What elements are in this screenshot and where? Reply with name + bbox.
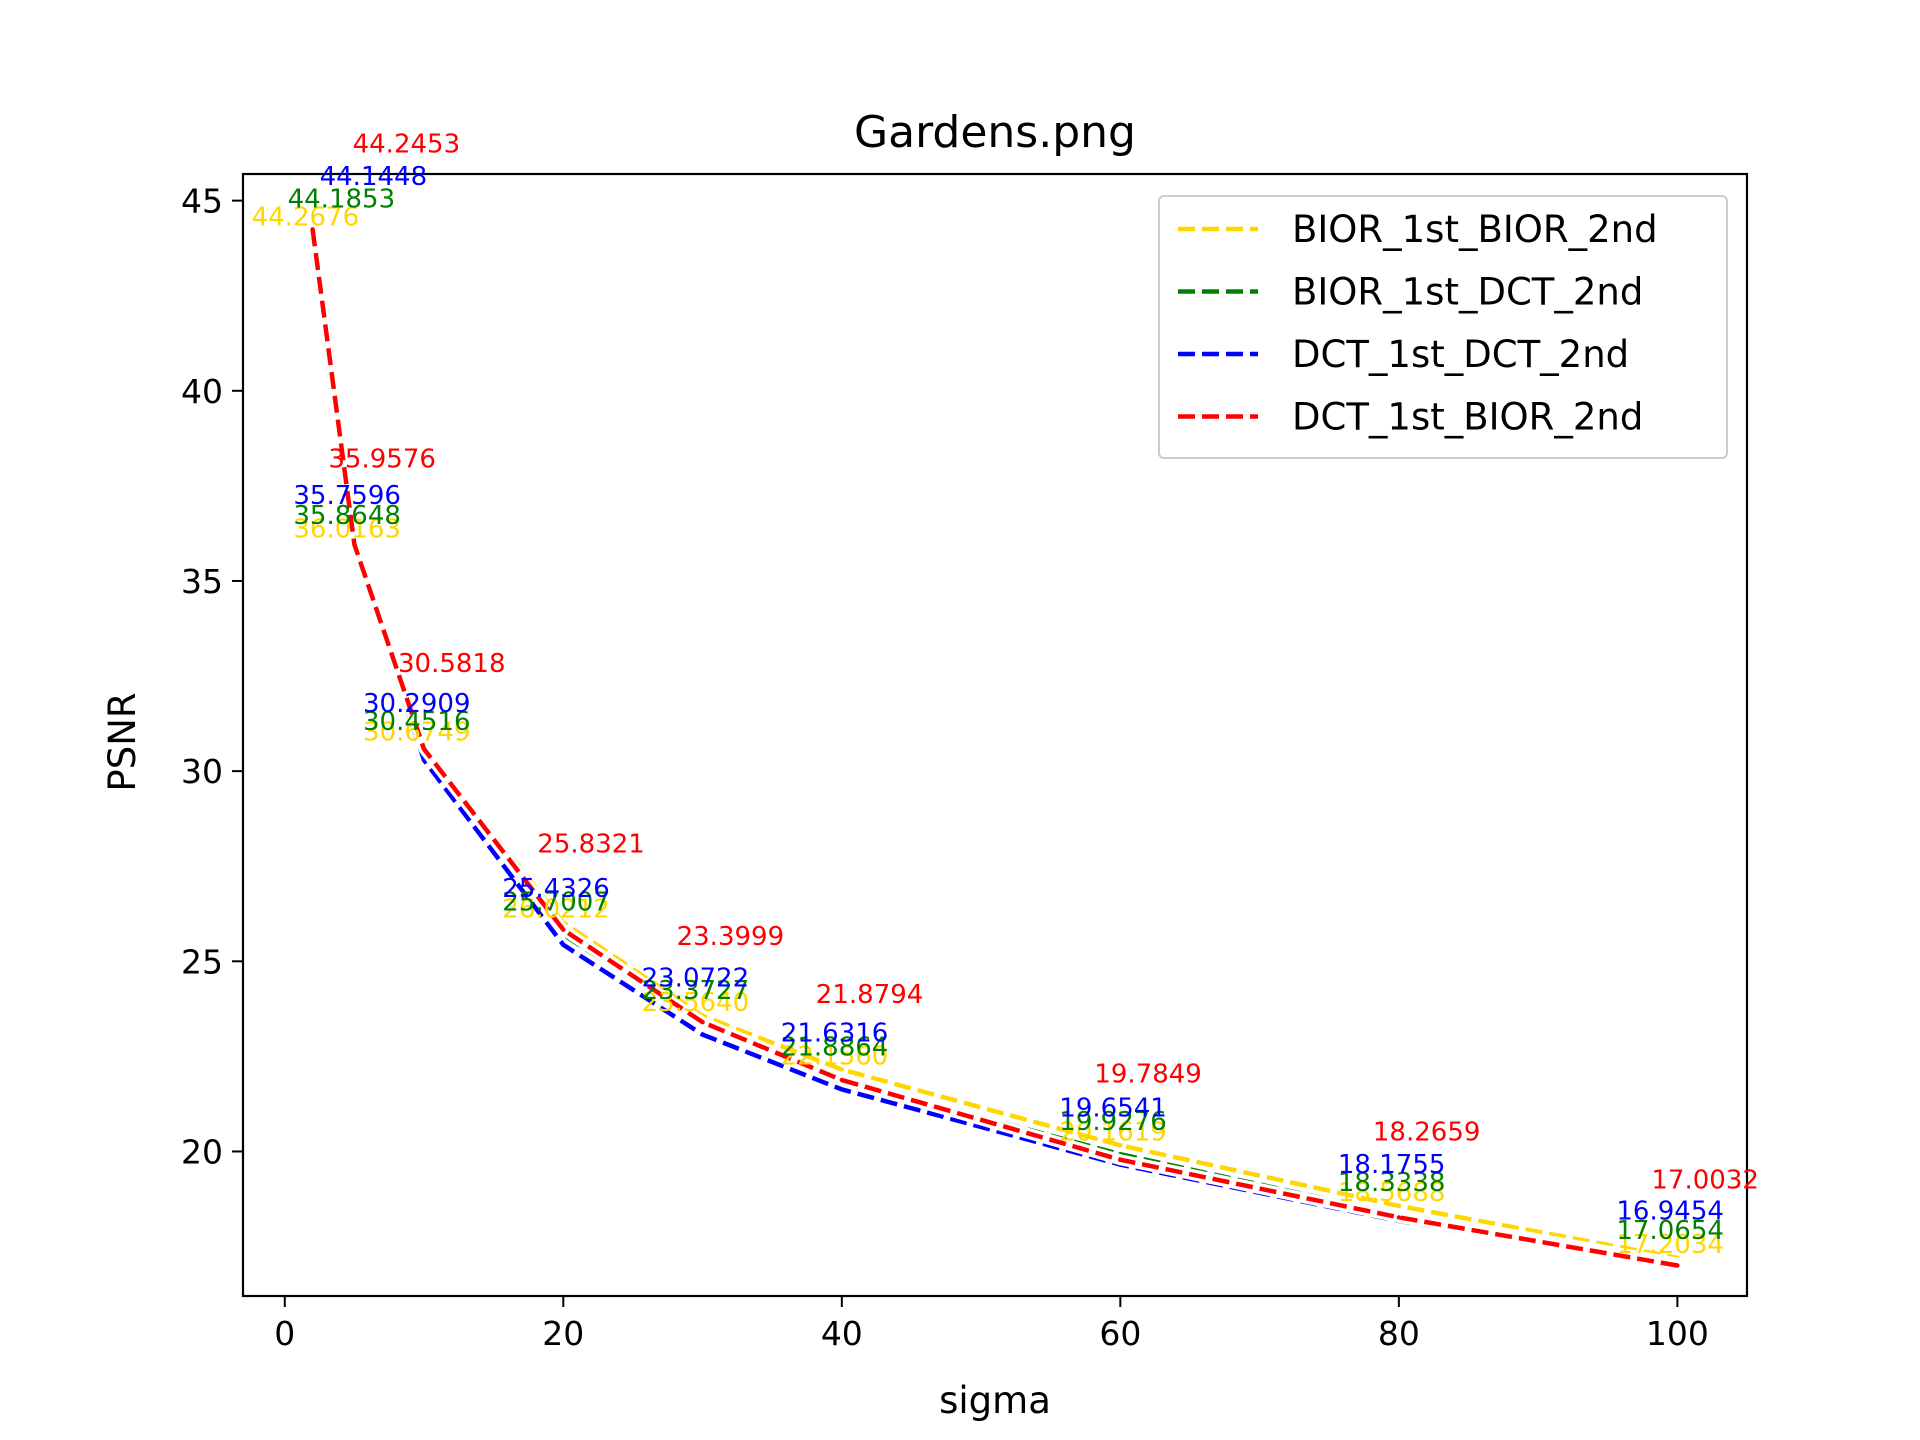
x-tick-label: 20: [542, 1314, 584, 1353]
data-label: 44.1853: [288, 185, 396, 215]
axes: 0 20 40 60 80 100 20 25 30 35 40 45: [181, 172, 1749, 1353]
data-labels: 44.2676 36.0163 30.6749 26.0212 23.5640 22.15…: [252, 129, 1759, 1260]
y-tick-label: 35: [181, 562, 223, 601]
data-point: [1396, 1203, 1402, 1209]
data-label: 22.1560: [781, 1042, 889, 1072]
series-line-4: [310, 229, 1678, 1268]
x-tick-label: 0: [274, 1314, 295, 1353]
data-label: 21.6316: [781, 1018, 889, 1048]
plot-frame: [241, 172, 1749, 1298]
x-tick-label: 100: [1646, 1314, 1709, 1353]
data-point: [561, 942, 566, 947]
data-point: [352, 542, 357, 547]
data-point: [310, 227, 315, 232]
data-label: 20.1619: [1059, 1117, 1167, 1147]
data-label: 23.5640: [642, 988, 750, 1018]
legend-box: [1158, 195, 1728, 459]
data-label: 35.7596: [293, 481, 401, 511]
data-label: 23.0722: [642, 964, 750, 994]
data-point: [700, 1032, 705, 1037]
data-point: [839, 1087, 844, 1092]
data-label: 25.7007: [502, 888, 610, 918]
x-tick-label: 40: [821, 1314, 863, 1353]
y-tick-label: 25: [181, 942, 223, 981]
data-point: [700, 1020, 705, 1025]
legend-entry: DCT_1st_BIOR_2nd: [1292, 396, 1643, 439]
data-label: 30.6749: [363, 718, 471, 748]
legend-entry: BIOR_1st_DCT_2nd: [1292, 271, 1643, 314]
data-label: 18.2659: [1373, 1117, 1481, 1147]
x-tick-label: 60: [1099, 1314, 1141, 1353]
data-label: 36.0163: [293, 514, 401, 544]
data-point: [1675, 1263, 1680, 1268]
data-label: 16.9454: [1616, 1197, 1724, 1227]
data-label: 18.5688: [1338, 1178, 1446, 1208]
data-label: 19.6541: [1059, 1094, 1167, 1124]
data-label: 17.0032: [1651, 1166, 1759, 1196]
data-label: 23.3727: [642, 976, 750, 1006]
x-tick-label: 80: [1378, 1314, 1420, 1353]
y-tick-label: 30: [181, 752, 223, 791]
data-label: 19.7849: [1094, 1060, 1202, 1090]
data-label: 17.0654: [1616, 1216, 1724, 1246]
data-point: [1396, 1215, 1402, 1220]
plot-area: [307, 223, 1683, 1274]
data-label: 44.1448: [320, 162, 428, 192]
data-point: [1118, 1157, 1123, 1162]
data-label: 44.2676: [252, 203, 360, 233]
data-label: 30.2909: [363, 689, 471, 719]
legend: BIOR_1st_BIOR_2nd BIOR_1st_DCT_2nd DCT_1st…: [1158, 195, 1728, 459]
data-point: [839, 1077, 844, 1083]
data-label: 30.4516: [363, 707, 471, 737]
data-label: 18.3338: [1338, 1168, 1446, 1198]
data-label: 35.8648: [293, 501, 401, 531]
legend-entry: DCT_1st_DCT_2nd: [1292, 333, 1629, 376]
x-axis-label: sigma: [939, 1379, 1051, 1422]
data-label: 17.2034: [1616, 1230, 1724, 1260]
y-tick-label: 45: [181, 182, 223, 221]
y-tick-label: 40: [181, 372, 223, 411]
data-point: [561, 927, 566, 932]
data-label: 26.0212: [502, 895, 610, 925]
data-label: 35.9576: [328, 445, 436, 475]
data-point: [1118, 1143, 1123, 1148]
y-tick-label: 20: [181, 1132, 223, 1171]
data-label: 30.5818: [398, 649, 506, 679]
data-label: 18.1755: [1338, 1150, 1446, 1180]
data-label: 23.3999: [677, 922, 785, 952]
data-point: [839, 1067, 844, 1072]
data-label: 19.9276: [1059, 1107, 1167, 1137]
data-point: [421, 746, 427, 752]
data-label: 25.4326: [502, 874, 610, 904]
data-label: 44.2453: [353, 129, 461, 159]
data-label: 21.8794: [816, 980, 924, 1010]
y-axis-label: PSNR: [101, 692, 144, 791]
data-label: 21.8864: [781, 1033, 889, 1063]
legend-entry: BIOR_1st_BIOR_2nd: [1292, 208, 1658, 251]
chart-title: Gardens.png: [854, 107, 1136, 158]
data-label: 25.8321: [537, 830, 645, 860]
